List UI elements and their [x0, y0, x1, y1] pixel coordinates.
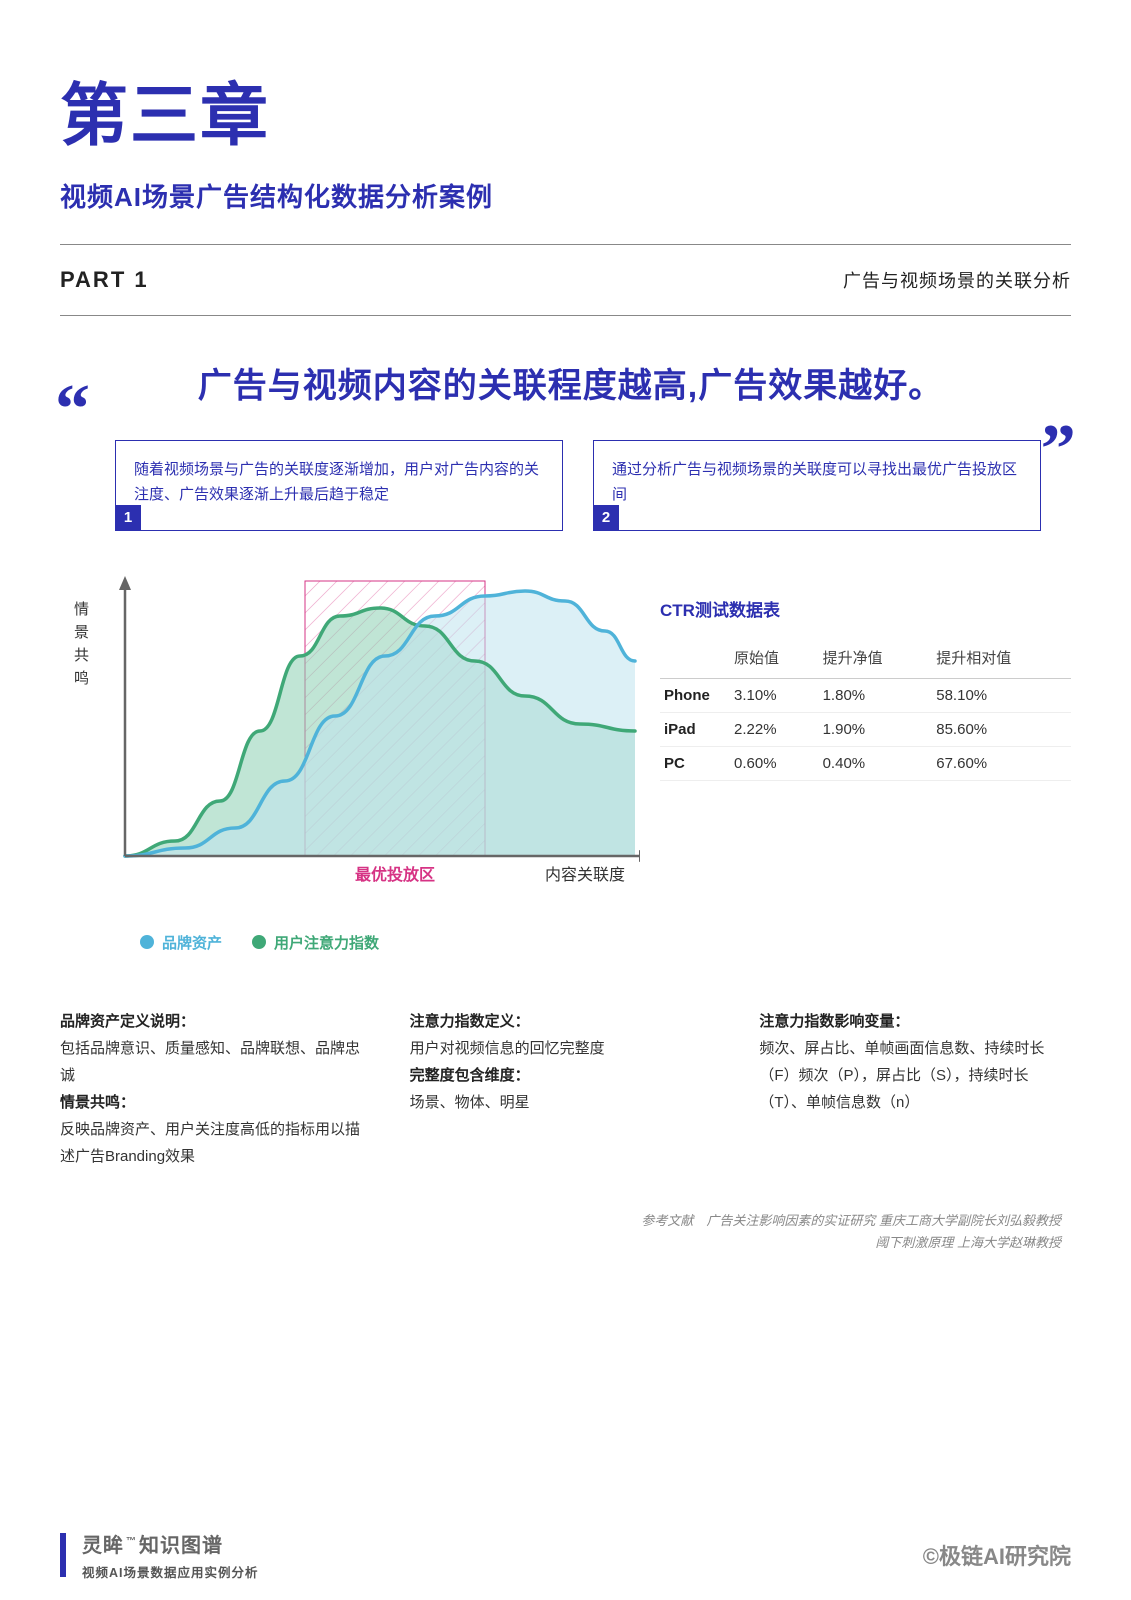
trademark-icon: ™ — [126, 1536, 137, 1547]
references: 参考文献 广告关注影响因素的实证研究 重庆工商大学副院长刘弘毅教授 阈下刺激原理… — [60, 1210, 1071, 1254]
part-label: PART 1 — [60, 267, 149, 293]
info-box-2: 通过分析广告与视频场景的关联度可以寻找出最优广告投放区间 2 — [593, 440, 1041, 531]
info-box-text: 随着视频场景与广告的关联度逐渐增加，用户对广告内容的关注度、广告效果逐渐上升最后… — [134, 457, 544, 508]
quote-text: 广告与视频内容的关联程度越高,广告效果越好。 — [90, 356, 1051, 410]
footer-subtitle: 视频AI场景数据应用实例分析 — [82, 1562, 259, 1581]
quote-close-icon: “ — [1041, 405, 1076, 440]
divider — [60, 315, 1071, 316]
legend-dot-icon — [252, 935, 266, 949]
table-cell: Phone — [660, 678, 730, 712]
table-cell: 1.90% — [819, 712, 933, 746]
definition-column: 品牌资产定义说明：包括品牌意识、质量感知、品牌联想、品牌忠诚 情景共鸣：反映品牌… — [60, 1008, 372, 1170]
correlation-chart: 最优投放区 内容关联度 — [70, 576, 640, 916]
quote-open-icon: “ — [55, 392, 90, 427]
svg-text:内容关联度: 内容关联度 — [545, 866, 625, 884]
legend-item: 品牌资产 — [140, 932, 222, 953]
definition-column: 注意力指数影响变量：频次、屏占比、单帧画面信息数、持续时长（F）频次（P），屏占… — [759, 1008, 1071, 1170]
table-cell: iPad — [660, 712, 730, 746]
table-row: Phone3.10%1.80%58.10% — [660, 678, 1071, 712]
table-row: PC0.60%0.40%67.60% — [660, 746, 1071, 780]
svg-text:最优投放区: 最优投放区 — [355, 865, 435, 884]
footer-copyright: ©极链AI研究院 — [923, 1539, 1071, 1571]
table-header-cell — [660, 641, 730, 679]
part-desc: 广告与视频场景的关联分析 — [843, 267, 1071, 293]
table-cell: 85.60% — [932, 712, 1071, 746]
reference-line: 参考文献 广告关注影响因素的实证研究 重庆工商大学副院长刘弘毅教授 — [60, 1210, 1061, 1232]
table-cell: 1.80% — [819, 678, 933, 712]
ctr-table-container: CTR测试数据表 原始值提升净值提升相对值Phone3.10%1.80%58.1… — [660, 576, 1071, 953]
legend-label: 用户注意力指数 — [274, 932, 379, 953]
table-cell: 3.10% — [730, 678, 819, 712]
table-cell: 0.40% — [819, 746, 933, 780]
footer-accent-bar — [60, 1533, 66, 1577]
page-footer: 灵眸™知识图谱 视频AI场景数据应用实例分析 ©极链AI研究院 — [0, 1510, 1131, 1600]
legend-item: 用户注意力指数 — [252, 932, 379, 953]
definition-item: 品牌资产定义说明：包括品牌意识、质量感知、品牌联想、品牌忠诚 — [60, 1008, 372, 1089]
table-title: CTR测试数据表 — [660, 596, 1071, 621]
legend-dot-icon — [140, 935, 154, 949]
info-boxes: 随着视频场景与广告的关联度逐渐增加，用户对广告内容的关注度、广告效果逐渐上升最后… — [115, 440, 1041, 531]
definition-item: 注意力指数定义：用户对视频信息的回忆完整度 — [410, 1008, 722, 1062]
definition-item: 注意力指数影响变量：频次、屏占比、单帧画面信息数、持续时长（F）频次（P），屏占… — [759, 1008, 1071, 1116]
info-box-badge: 1 — [115, 505, 141, 531]
footer-brand-name: 灵眸 — [82, 1535, 124, 1557]
reference-line: 阈下刺激原理 上海大学赵琳教授 — [60, 1232, 1061, 1254]
definition-item: 情景共鸣：反映品牌资产、用户关注度高低的指标用以描述广告Branding效果 — [60, 1089, 372, 1170]
info-box-text: 通过分析广告与视频场景的关联度可以寻找出最优广告投放区间 — [612, 457, 1022, 508]
definitions-row: 品牌资产定义说明：包括品牌意识、质量感知、品牌联想、品牌忠诚 情景共鸣：反映品牌… — [60, 1008, 1071, 1170]
table-row: iPad2.22%1.90%85.60% — [660, 712, 1071, 746]
table-cell: 67.60% — [932, 746, 1071, 780]
table-cell: 58.10% — [932, 678, 1071, 712]
legend-label: 品牌资产 — [162, 932, 222, 953]
chart-y-axis-label: 情景共鸣 — [70, 601, 91, 693]
footer-brand-suffix: 知识图谱 — [139, 1535, 223, 1557]
quote-block: “ 广告与视频内容的关联程度越高,广告效果越好。 “ — [60, 356, 1071, 410]
table-cell: 0.60% — [730, 746, 819, 780]
chapter-subtitle: 视频AI场景广告结构化数据分析案例 — [60, 177, 1071, 214]
table-header-cell: 原始值 — [730, 641, 819, 679]
info-box-1: 随着视频场景与广告的关联度逐渐增加，用户对广告内容的关注度、广告效果逐渐上升最后… — [115, 440, 563, 531]
definition-item: 完整度包含维度：场景、物体、明星 — [410, 1062, 722, 1116]
definition-column: 注意力指数定义：用户对视频信息的回忆完整度完整度包含维度：场景、物体、明星 — [410, 1008, 722, 1170]
chapter-title: 第三章 — [60, 60, 1071, 159]
table-cell: 2.22% — [730, 712, 819, 746]
table-cell: PC — [660, 746, 730, 780]
footer-brand: 灵眸™知识图谱 — [82, 1529, 259, 1558]
ctr-table: 原始值提升净值提升相对值Phone3.10%1.80%58.10%iPad2.2… — [660, 641, 1071, 781]
divider — [60, 244, 1071, 245]
chart-legend: 品牌资产 用户注意力指数 — [140, 932, 630, 953]
table-header-cell: 提升相对值 — [932, 641, 1071, 679]
table-header-cell: 提升净值 — [819, 641, 933, 679]
part-header: PART 1 广告与视频场景的关联分析 — [60, 263, 1071, 297]
info-box-badge: 2 — [593, 505, 619, 531]
chart-container: 情景共鸣 最优投放区 内容关联度 品牌资产 用户注意力指数 — [70, 576, 630, 953]
